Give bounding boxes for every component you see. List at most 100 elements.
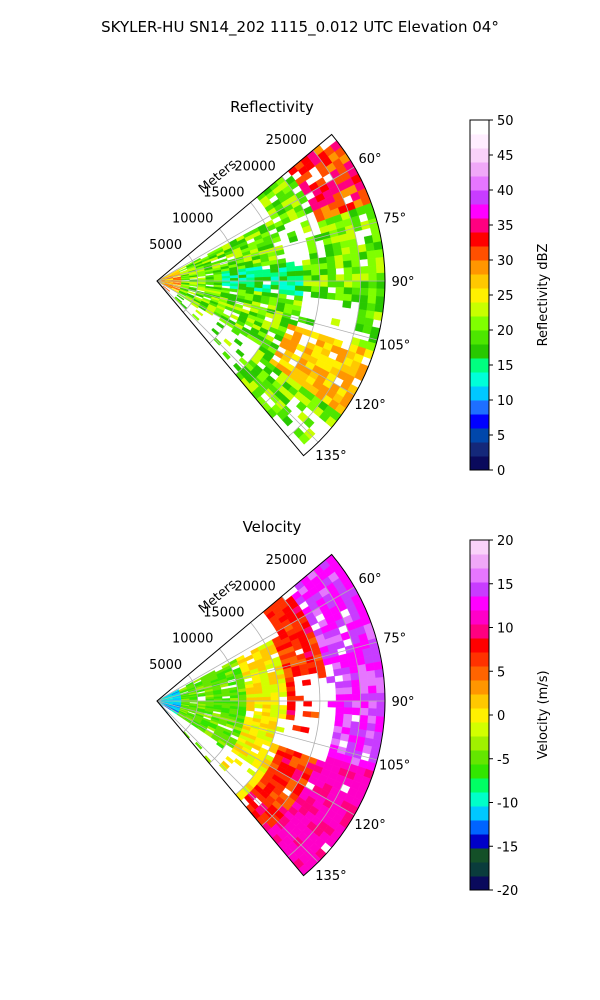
refl-field-cell: [375, 256, 385, 266]
vel-colorbar-segment: [470, 764, 489, 779]
vel-azimuth-tick-label: 120°: [354, 818, 385, 833]
vel-colorbar-tick-label: -20: [497, 884, 518, 899]
vel-field-cell: [194, 741, 203, 750]
refl-grid: [156, 149, 385, 443]
vel-field-cell: [359, 707, 369, 717]
vel-colorbar-segment: [470, 582, 489, 597]
vel-field-cell: [327, 700, 337, 708]
vel-field-cell: [343, 693, 353, 702]
refl-azimuth-gridline: [156, 280, 319, 443]
vel-field-cell: [225, 755, 235, 765]
vel-colorbar-segment: [470, 708, 489, 723]
vel-colorbar-segment: [470, 638, 489, 653]
vel-field-cell: [341, 666, 351, 676]
vel-field-cell: [254, 697, 264, 702]
refl-colorbar-tick-label: 10: [497, 394, 514, 409]
refl-field-cell: [286, 285, 296, 291]
refl-colorbar-segment: [470, 176, 489, 191]
refl-field-cell: [318, 292, 328, 300]
vel-colorbar-segment: [470, 806, 489, 821]
refl-field-cell: [301, 170, 313, 182]
vel-field-cell: [367, 685, 377, 694]
vel-range-tick-label: 25000: [266, 553, 307, 568]
vel-field-cell: [376, 684, 386, 694]
refl-field-cell: [350, 252, 360, 261]
vel-field-cell: [374, 669, 385, 679]
refl-field-cell: [278, 271, 288, 277]
refl-azimuth-gridline: [156, 221, 378, 282]
refl-field-cell: [376, 280, 386, 290]
refl-field-cell: [376, 272, 386, 282]
refl-colorbar-tick-label: 35: [497, 219, 514, 234]
refl-field-cell: [262, 272, 272, 278]
vel-field-cell: [367, 677, 377, 687]
refl-colorbar-label: Reflectivity dBZ: [536, 244, 551, 347]
vel-field-cell: [275, 726, 285, 733]
refl-field-cell: [270, 280, 280, 286]
vel-range-gridline: [209, 648, 239, 764]
refl-field-cell: [351, 259, 361, 268]
vel-field-cell: [368, 693, 378, 702]
refl-field-cell: [270, 272, 280, 278]
vel-colorbar-segment: [470, 736, 489, 751]
vel-colorbar-tick-label: 20: [497, 534, 514, 549]
refl-field-cell: [360, 280, 369, 289]
vel-field: [156, 554, 386, 876]
vel-colorbar-segment: [470, 596, 489, 611]
refl-field-cell: [278, 276, 288, 282]
vel-panel-title: Velocity: [243, 518, 302, 536]
vel-range-gridline: [235, 622, 280, 795]
refl-field-cell: [309, 258, 320, 266]
vel-field-cell: [359, 714, 369, 724]
vel-field-cell: [262, 700, 272, 706]
refl-colorbar-segment: [470, 274, 489, 289]
refl-field-cell: [191, 313, 200, 321]
vel-colorbar-tick-label: 0: [497, 709, 505, 724]
refl-range-gridline: [287, 149, 361, 438]
refl-field-cell: [335, 274, 345, 282]
vel-colorbar-segment: [470, 554, 489, 569]
refl-field-cell: [302, 285, 312, 293]
vel-colorbar-segment: [470, 792, 489, 807]
refl-field-cell: [286, 280, 296, 287]
refl-colorbar-tick-label: 5: [497, 429, 505, 444]
vel-field-cell: [286, 700, 296, 707]
refl-azimuth-gridline: [156, 280, 378, 341]
refl-field-cell: [298, 433, 310, 445]
refl-azimuth-tick-label: 60°: [359, 152, 382, 167]
refl-field-cell: [360, 273, 369, 282]
vel-field-cell: [343, 700, 353, 709]
refl-colorbar-segment: [470, 400, 489, 415]
refl-field-cell: [330, 317, 341, 327]
refl-colorbar-segment: [470, 246, 489, 261]
refl-colorbar-tick-label: 25: [497, 289, 514, 304]
refl-field-cell: [162, 285, 171, 292]
refl-field-cell: [319, 286, 329, 294]
refl-colorbar-segment: [470, 148, 489, 163]
refl-field-cell: [374, 303, 385, 313]
vel-azimuth-gridline: [156, 700, 355, 816]
vel-field-cell: [229, 700, 239, 705]
vel-axes-frame: [156, 553, 386, 877]
refl-field-cell: [288, 235, 299, 244]
vel-field-cell: [350, 672, 360, 681]
refl-colorbar-segment: [470, 428, 489, 443]
vel-colorbar-segment: [470, 778, 489, 793]
refl-field-cell: [238, 280, 247, 285]
refl-field-cell: [352, 280, 361, 289]
vel-colorbar-tick-label: -15: [497, 840, 518, 855]
vel-colorbar-segment: [470, 820, 489, 835]
vel-colorbar-segment: [470, 862, 489, 877]
vel-range-gridline: [287, 569, 361, 858]
refl-field-cell: [246, 280, 255, 285]
refl-range-tick-label: 20000: [234, 159, 275, 174]
refl-field-cell: [295, 280, 304, 287]
vel-colorbar-segment: [470, 540, 489, 555]
vel-colorbar-segment: [470, 624, 489, 639]
vel-field-cell: [254, 700, 264, 705]
refl-field-cell: [359, 294, 369, 304]
vel-field-cell: [376, 708, 386, 718]
refl-field-cell: [359, 287, 369, 297]
refl-field-cell: [294, 285, 304, 292]
